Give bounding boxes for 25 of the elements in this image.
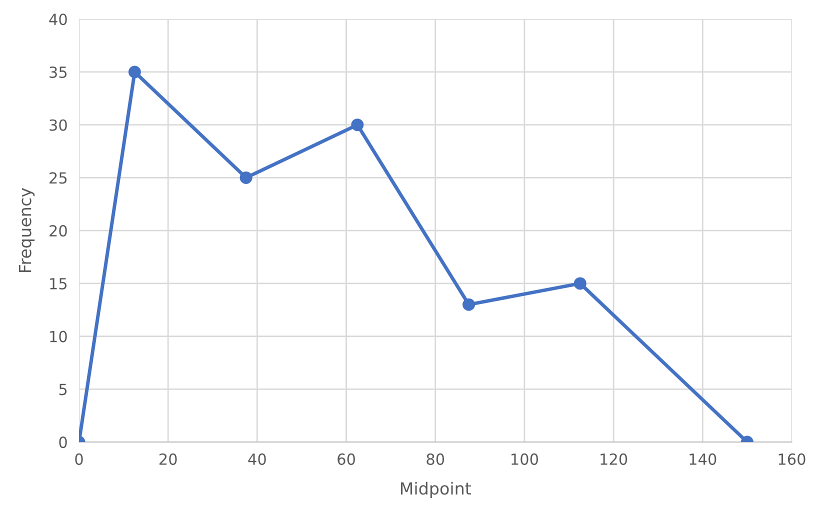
- y-tick-label: 25: [50, 172, 67, 184]
- y-tick-label: 35: [50, 66, 67, 78]
- point: [240, 171, 252, 184]
- x-tick-label: 40: [248, 453, 266, 465]
- y-tick-label: 5: [59, 384, 67, 396]
- x-tick-label: 20: [159, 453, 177, 465]
- x-tick-label: 120: [600, 453, 628, 465]
- y-tick-label: 0: [59, 436, 67, 448]
- x-axis-title: Midpoint: [400, 482, 472, 498]
- point: [462, 298, 476, 311]
- x-tick-label: 80: [426, 453, 444, 465]
- y-tick-label: 30: [50, 119, 67, 131]
- y-tick-label: 40: [49, 14, 67, 26]
- x-tick-label: 0: [75, 453, 83, 465]
- y-axis-title: Frequency: [18, 188, 35, 272]
- x-tick-label: 100: [512, 453, 538, 465]
- y-tick-label: 15: [50, 278, 67, 290]
- x-tick-label: 160: [778, 453, 806, 465]
- point: [574, 277, 586, 290]
- point: [351, 118, 364, 132]
- x-tick-label: 60: [338, 453, 355, 465]
- x-tick-label: 140: [690, 453, 716, 465]
- y-tick-label: 10: [50, 330, 67, 342]
- y-tick-label: 20: [50, 225, 67, 237]
- point: [128, 66, 141, 78]
